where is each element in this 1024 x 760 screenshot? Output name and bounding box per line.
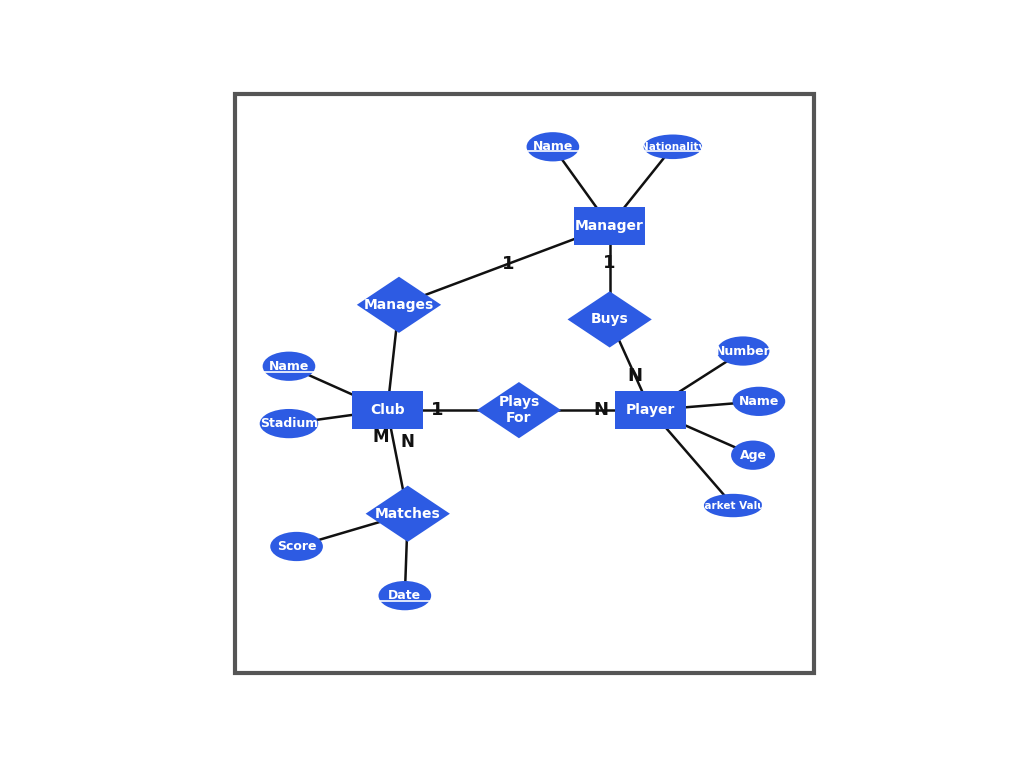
Ellipse shape (379, 581, 431, 610)
Text: Buys: Buys (591, 312, 629, 327)
Text: Nationality: Nationality (640, 142, 706, 152)
Polygon shape (477, 382, 561, 439)
Polygon shape (356, 277, 441, 333)
Text: 1: 1 (603, 255, 615, 272)
Ellipse shape (703, 494, 763, 518)
Polygon shape (366, 486, 450, 542)
Text: M: M (373, 428, 389, 445)
Ellipse shape (526, 132, 580, 161)
Text: N: N (400, 432, 415, 451)
Text: Name: Name (738, 395, 779, 408)
Text: Age: Age (739, 448, 767, 461)
Text: Date: Date (388, 589, 422, 602)
Text: Player: Player (626, 403, 675, 417)
FancyBboxPatch shape (574, 207, 645, 245)
Ellipse shape (644, 135, 702, 159)
Text: Matches: Matches (375, 507, 440, 521)
Text: Name: Name (532, 141, 573, 154)
Text: N: N (593, 401, 608, 419)
Ellipse shape (270, 532, 323, 561)
Polygon shape (567, 291, 652, 347)
Text: Stadium: Stadium (260, 417, 318, 430)
Text: 1: 1 (503, 255, 515, 273)
Text: 1: 1 (431, 401, 443, 419)
Ellipse shape (731, 441, 775, 470)
Ellipse shape (262, 352, 315, 381)
Ellipse shape (717, 337, 769, 366)
Text: Manager: Manager (575, 219, 644, 233)
Text: Plays
For: Plays For (499, 395, 540, 426)
Ellipse shape (260, 409, 318, 439)
Text: N: N (628, 366, 642, 385)
Text: Name: Name (268, 359, 309, 372)
Text: Manages: Manages (364, 298, 434, 312)
FancyBboxPatch shape (352, 391, 423, 429)
Text: Score: Score (276, 540, 316, 553)
Text: Market Value: Market Value (694, 501, 772, 511)
Ellipse shape (732, 387, 785, 416)
Text: Club: Club (370, 403, 404, 417)
Text: Number: Number (715, 344, 771, 357)
FancyBboxPatch shape (615, 391, 686, 429)
